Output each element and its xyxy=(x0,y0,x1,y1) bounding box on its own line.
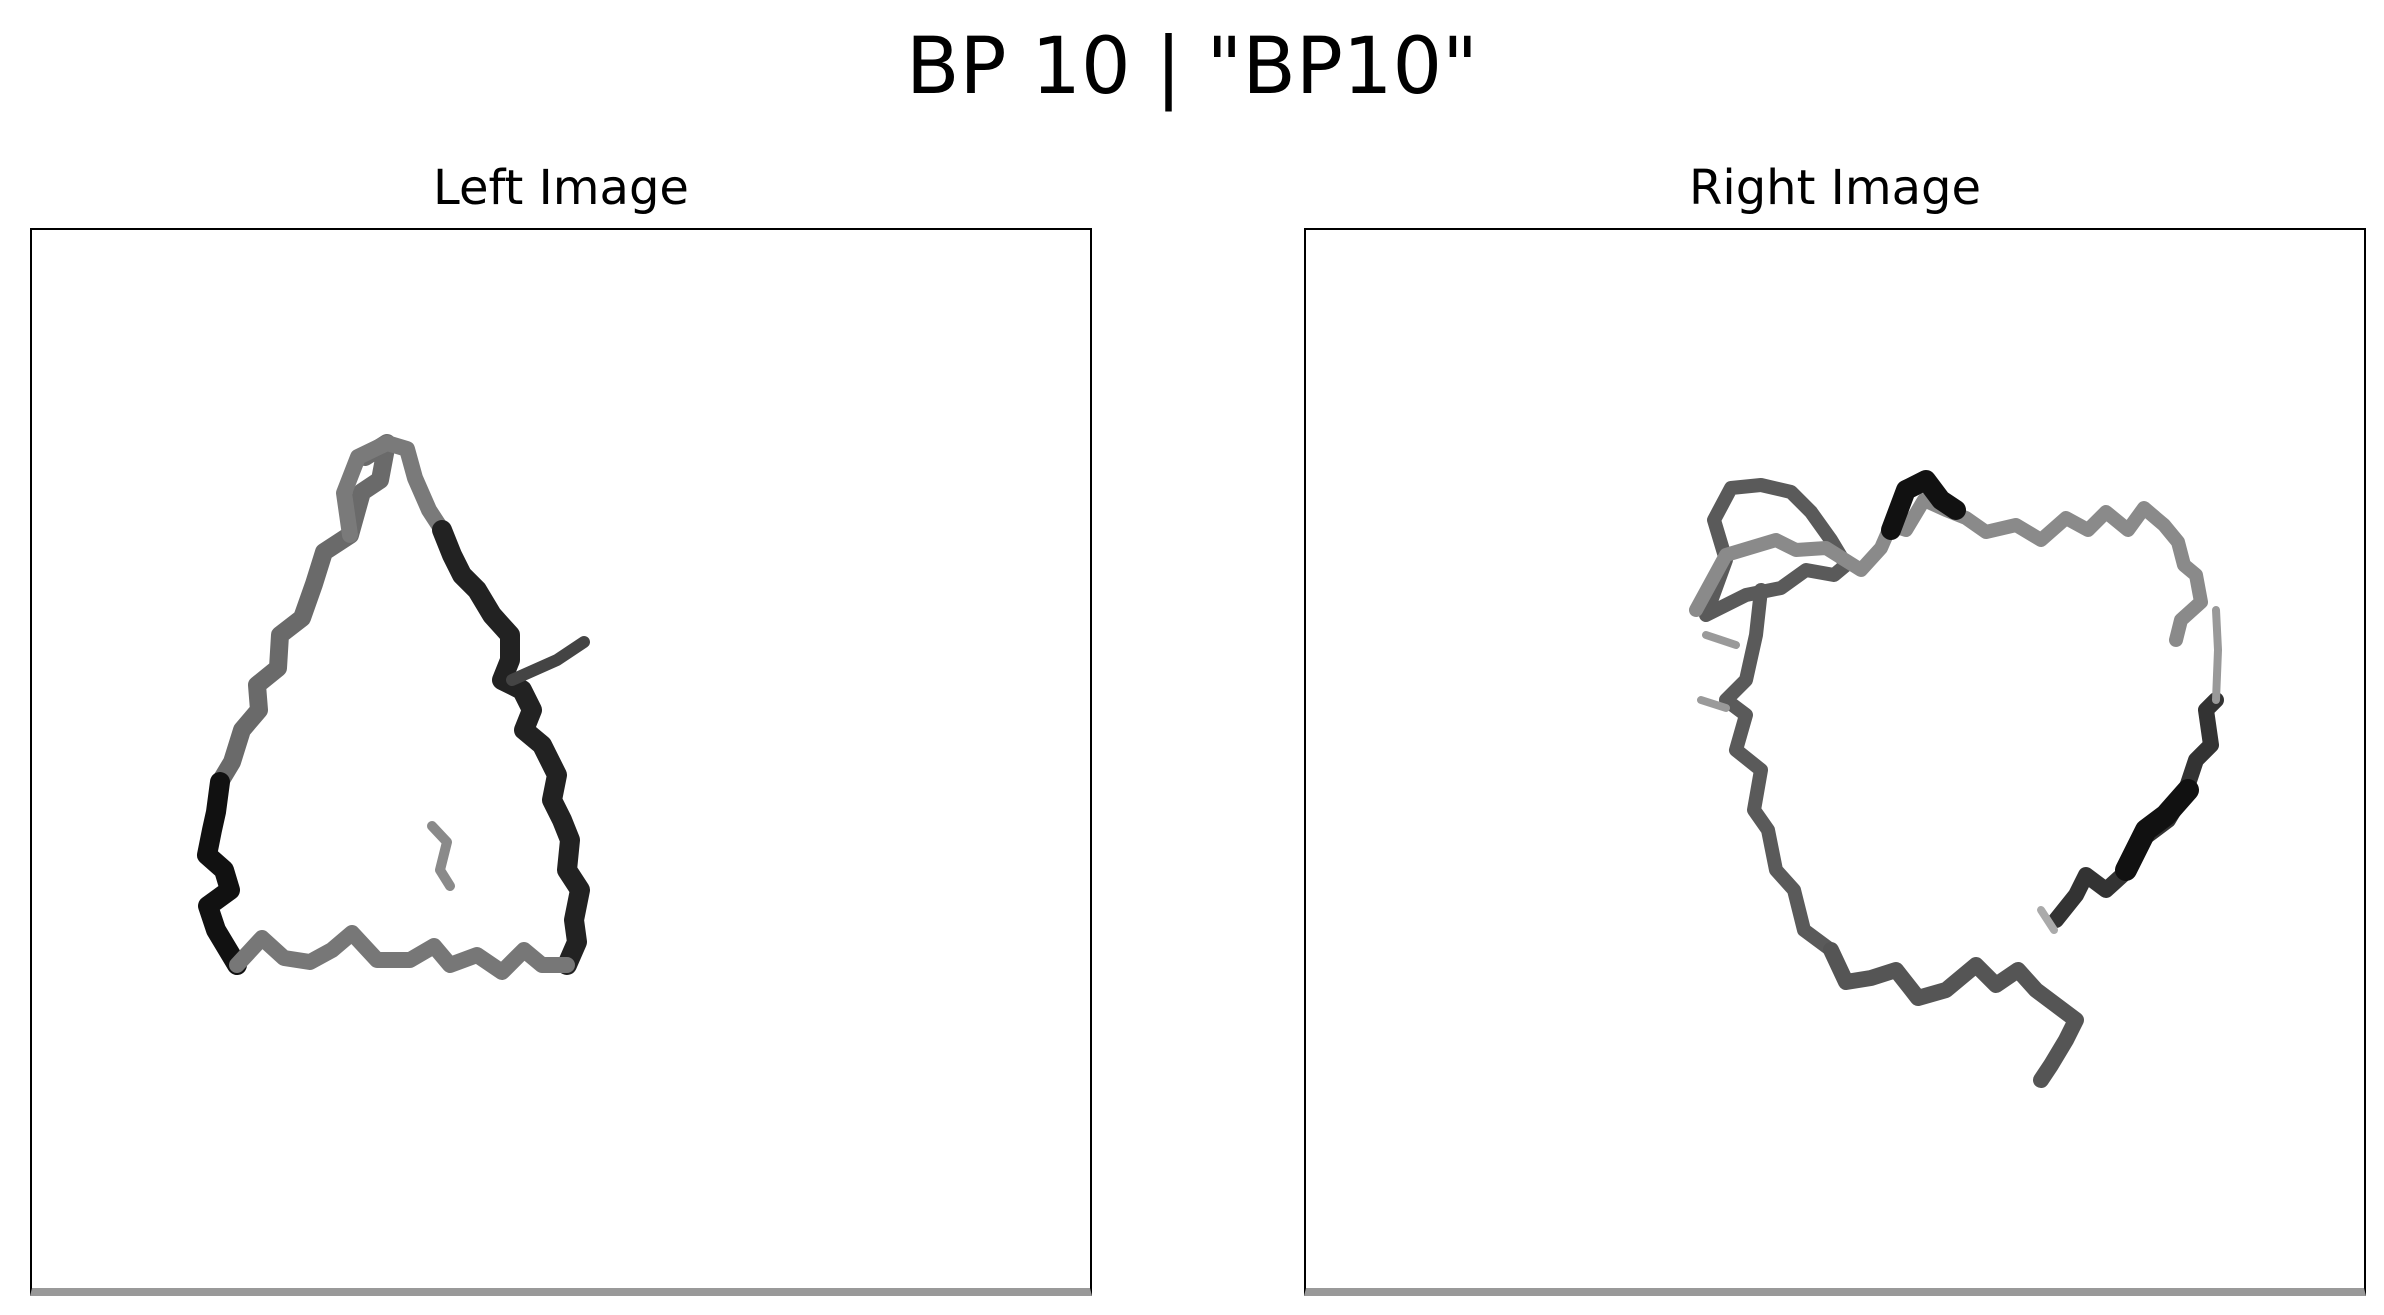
right-image-panel xyxy=(1304,228,2366,1296)
triangle-right-tail xyxy=(506,636,590,686)
right-dark-knot xyxy=(2115,779,2199,881)
right-image-title: Right Image xyxy=(1689,160,1981,216)
upper-left-loop xyxy=(1699,478,1853,622)
left-image-drawing xyxy=(197,434,590,980)
small-fragment xyxy=(2037,906,2058,934)
center-fragment xyxy=(427,821,455,891)
left-image-title: Left Image xyxy=(433,160,689,216)
top-dark-knot xyxy=(1881,470,1966,540)
triangle-top xyxy=(336,435,450,543)
left-connector xyxy=(1719,583,1838,957)
right-vertical-stub xyxy=(2212,606,2222,704)
bottom-right-rise xyxy=(2048,692,2224,928)
triangle-left-edge-dark xyxy=(197,772,247,975)
left-connector-branch xyxy=(1697,631,1740,712)
top-wavy-line xyxy=(1689,493,2208,647)
triangle-bottom-edge xyxy=(229,925,575,980)
left-image-panel xyxy=(30,228,1092,1296)
triangle-right-edge xyxy=(432,520,590,975)
figure-title: BP 10 | "BP10" xyxy=(905,22,1478,112)
right-image-drawing xyxy=(1689,470,2224,1088)
bottom-wavy-line xyxy=(1823,942,2084,1088)
